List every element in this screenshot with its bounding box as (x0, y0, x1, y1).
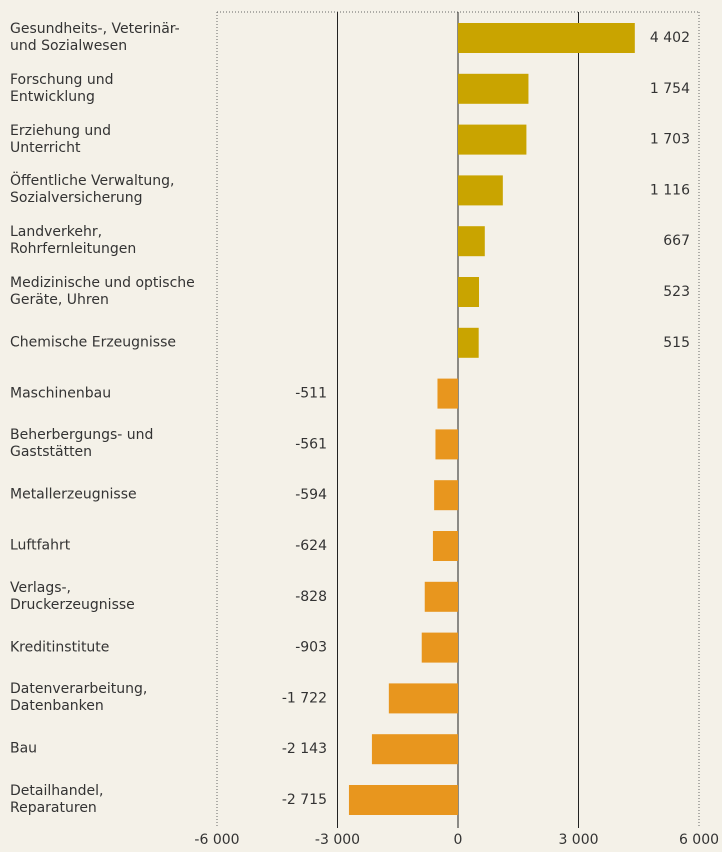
category-label: Medizinische und optische Geräte, Uhren (10, 275, 195, 308)
value-label: 1 703 (650, 132, 690, 148)
category-label: Metallerzeugnisse (10, 486, 137, 503)
x-tick-label: -3 000 (315, 832, 360, 848)
value-label: 667 (663, 233, 690, 249)
category-label: Erziehung und Unterricht (10, 122, 112, 156)
bar (458, 277, 480, 307)
value-label: 523 (663, 284, 690, 300)
value-label: 4 402 (650, 30, 690, 46)
bar (435, 429, 458, 460)
x-tick-label: 6 000 (679, 832, 719, 848)
value-label: -511 (295, 386, 327, 402)
category-label: Detailhandel, Reparaturen (10, 783, 104, 816)
category-label: Landverkehr, Rohrfernleitungen (10, 224, 137, 258)
bar (434, 480, 458, 511)
value-label: -1 722 (282, 690, 327, 706)
bar (458, 73, 529, 104)
bar (424, 581, 458, 612)
value-label: 515 (663, 335, 690, 351)
bar (348, 785, 458, 815)
bar (437, 378, 458, 409)
bar (458, 226, 485, 257)
category-label: Luftfahrt (10, 537, 71, 554)
category-label: Kreditinstitute (10, 639, 110, 656)
category-label: Öffentliche Verwaltung, Sozialversicheru… (10, 173, 175, 207)
value-label: -903 (295, 640, 327, 656)
value-label: -2 715 (282, 792, 327, 808)
value-label: -561 (295, 436, 327, 452)
bar (371, 734, 458, 765)
value-label: 1 116 (650, 182, 690, 198)
category-label: Datenverarbeitung, Datenbanken (10, 681, 148, 715)
x-tick-label: -6 000 (194, 832, 239, 848)
category-label: Verlags-, Druckerzeugnisse (10, 579, 135, 613)
value-label: -594 (295, 487, 327, 503)
x-tick-label: 0 (454, 832, 463, 848)
bar (421, 632, 458, 663)
category-label: Maschinenbau (10, 385, 112, 402)
category-label: Chemische Erzeugnisse (10, 334, 177, 351)
bar (458, 175, 503, 206)
value-label: -624 (295, 538, 327, 554)
bar (458, 124, 527, 155)
value-label: -2 143 (282, 741, 327, 757)
bar (388, 683, 458, 714)
bar (458, 23, 635, 53)
category-label: Gesundheits-, Veterinär- und Sozialwesen (10, 21, 180, 54)
value-label: 1 754 (650, 81, 690, 97)
category-label: Bau (10, 740, 38, 757)
bar (432, 531, 458, 561)
bar (458, 327, 479, 358)
value-label: -828 (295, 589, 327, 605)
category-label: Forschung und Entwicklung (10, 71, 114, 105)
x-tick-label: 3 000 (558, 832, 598, 848)
category-label: Beherbergungs- und Gaststätten (10, 427, 154, 461)
